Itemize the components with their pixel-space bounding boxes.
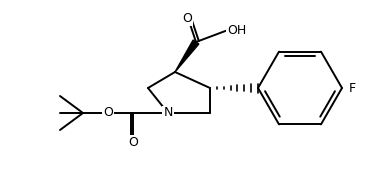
Text: O: O xyxy=(128,135,138,148)
Text: OH: OH xyxy=(227,23,247,36)
Text: O: O xyxy=(182,11,192,24)
Text: O: O xyxy=(103,106,113,119)
Text: N: N xyxy=(163,107,173,120)
Polygon shape xyxy=(175,40,199,72)
Text: F: F xyxy=(349,81,356,94)
